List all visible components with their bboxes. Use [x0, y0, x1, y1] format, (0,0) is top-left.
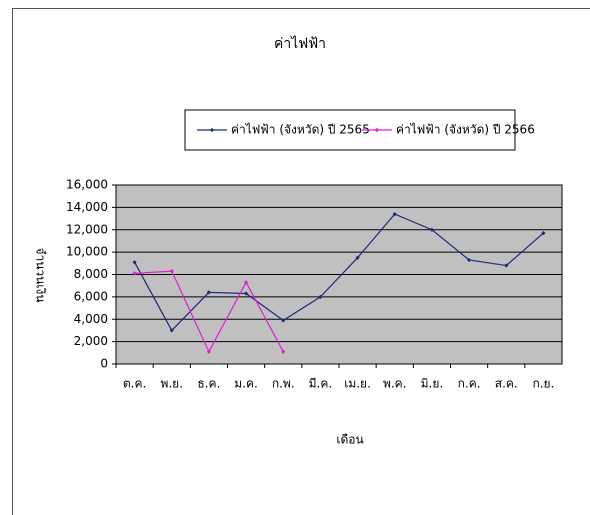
- x-axis-label: เดือน: [336, 433, 363, 447]
- chart-frame: [12, 8, 590, 515]
- y-tick-label: 10,000: [66, 245, 108, 259]
- x-tick-label: มี.ค.: [309, 377, 333, 391]
- point: [541, 230, 546, 236]
- point: [281, 349, 286, 354]
- x-tick-label: ม.ค.: [234, 377, 258, 391]
- y-tick-label: 4,000: [74, 312, 108, 326]
- point: [281, 318, 286, 323]
- point: [169, 269, 174, 274]
- y-tick-label: 0: [100, 357, 108, 371]
- y-tick-label: 6,000: [74, 289, 108, 303]
- y-tick-label: 16,000: [66, 178, 108, 192]
- x-tick-label: ส.ค.: [495, 377, 518, 391]
- point: [243, 280, 249, 285]
- legend-label: ค่าไฟฟ้า (จังหวัด) ปี 2565: [231, 123, 370, 137]
- chart-title: ค่าไฟฟ้า: [274, 35, 326, 52]
- legend-marker: [374, 127, 380, 133]
- point: [206, 290, 212, 295]
- point: [429, 227, 435, 232]
- x-tick-label: พ.ค.: [383, 377, 407, 391]
- x-tick-label: ก.ค.: [458, 377, 481, 391]
- y-tick-label: 14,000: [66, 200, 108, 214]
- y-tick-label: 2,000: [74, 334, 108, 348]
- point: [206, 349, 212, 354]
- y-axis-label: จำนวนเงิน: [34, 247, 48, 302]
- point: [355, 255, 360, 260]
- y-tick-label: 8,000: [74, 267, 108, 281]
- x-tick-label: ก.ย.: [532, 377, 554, 391]
- legend-label: ค่าไฟฟ้า (จังหวัด) ปี 2566: [396, 123, 535, 137]
- legend-box: [184, 109, 516, 151]
- point: [504, 263, 509, 268]
- point: [243, 291, 249, 296]
- x-tick-label: ธ.ค.: [197, 377, 220, 391]
- point: [132, 271, 137, 276]
- y-tick-label: 12,000: [66, 222, 108, 236]
- series-line: [134, 213, 544, 332]
- x-tick-label: พ.ย.: [160, 377, 183, 391]
- point: [466, 257, 472, 263]
- legend-marker: [209, 127, 215, 133]
- x-tick-label: ก.พ.: [272, 377, 295, 391]
- point: [169, 328, 174, 333]
- point: [318, 294, 323, 299]
- point: [392, 211, 397, 217]
- x-tick-label: มิ.ย.: [421, 377, 444, 391]
- x-tick-label: เม.ย.: [344, 377, 371, 391]
- x-tick-label: ต.ค.: [123, 377, 146, 391]
- point: [132, 260, 137, 265]
